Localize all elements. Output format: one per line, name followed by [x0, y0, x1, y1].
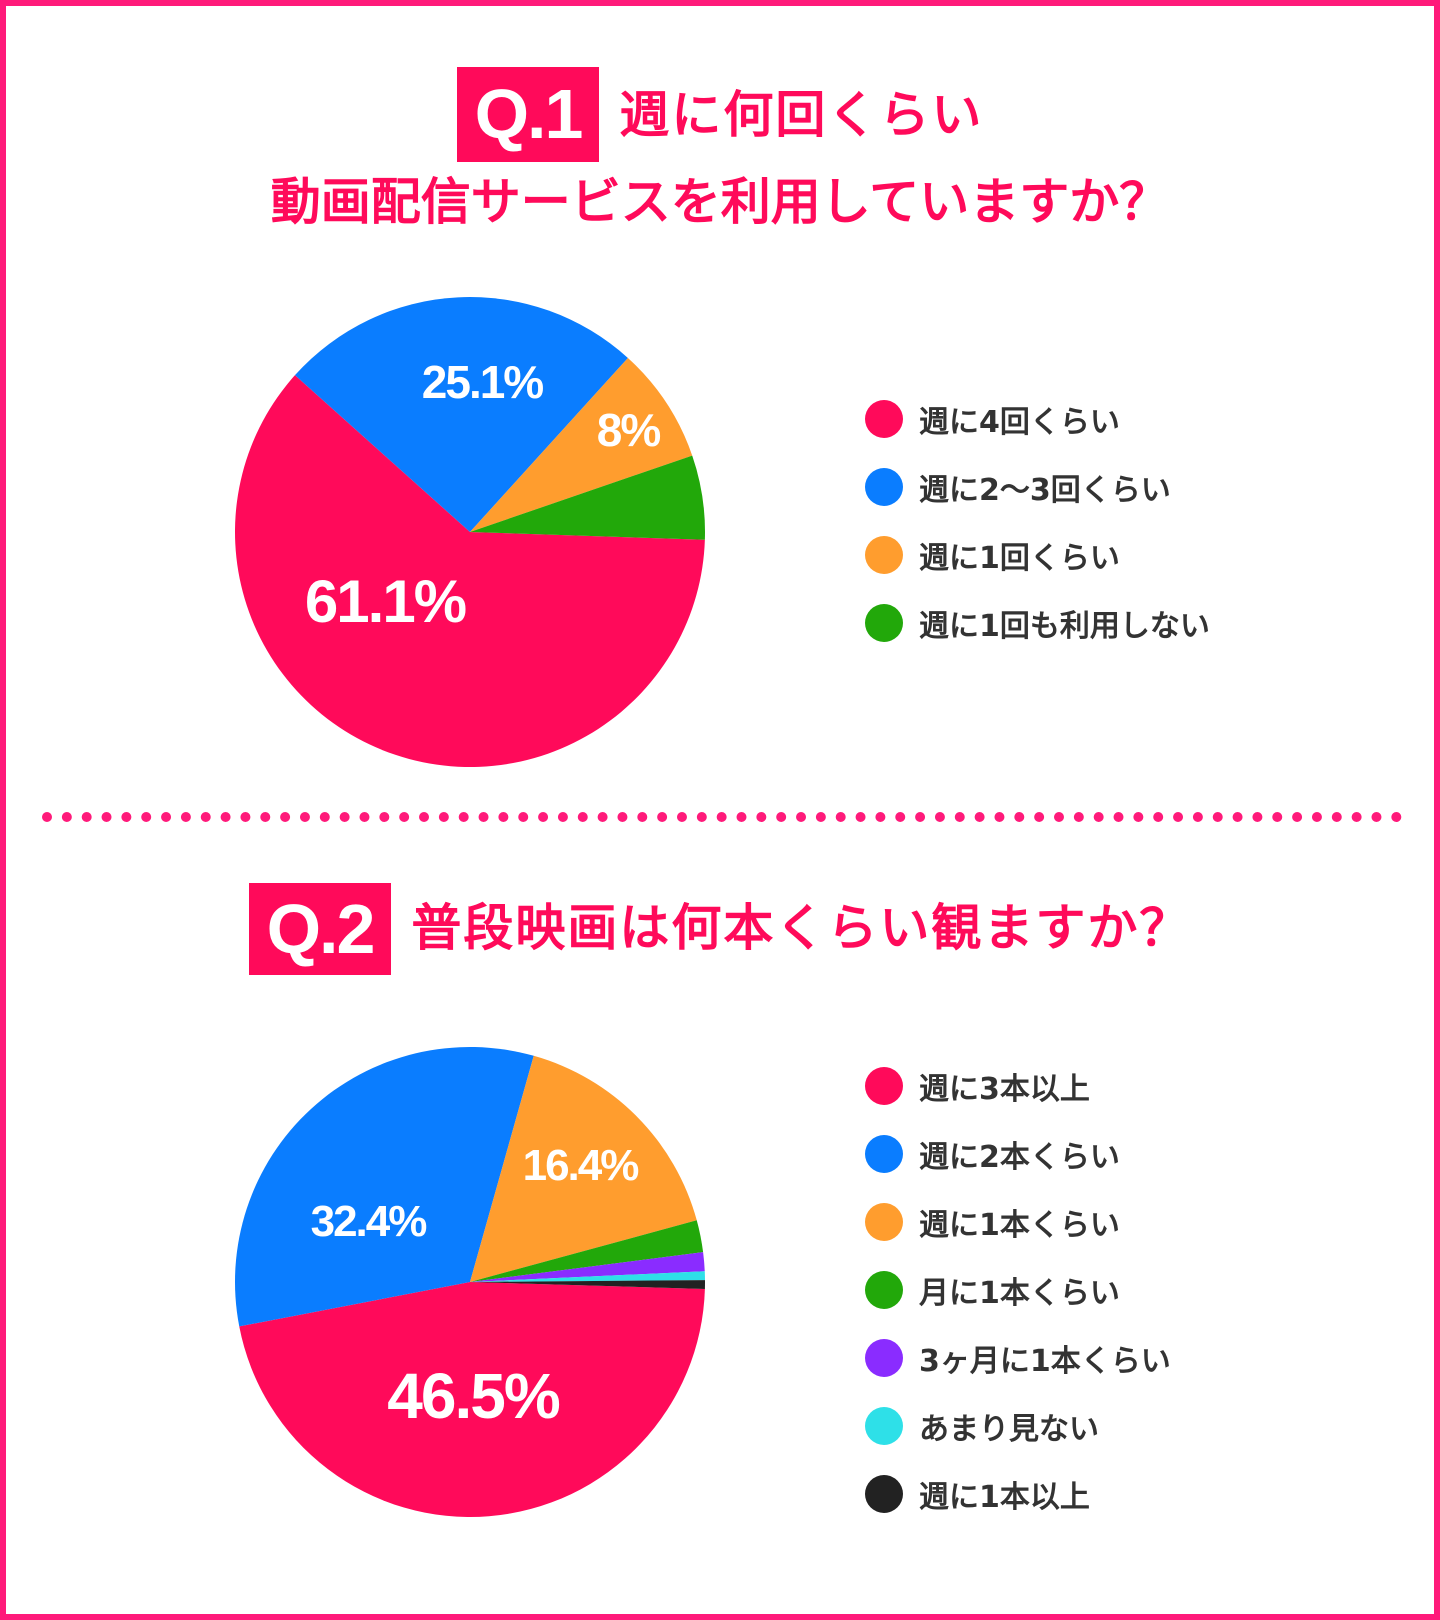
legend-item: あまり見ない	[865, 1392, 1171, 1460]
legend-label: 週に3本以上	[919, 1072, 1090, 1107]
pie-slice	[235, 1047, 534, 1327]
legend-swatch	[865, 468, 903, 506]
pie-slice	[470, 1055, 697, 1282]
slice-data-label: 25.1%	[422, 356, 544, 408]
legend-label: 週に2〜3回くらい	[919, 473, 1171, 508]
legend-item: 週に4回くらい	[865, 385, 1210, 453]
legend-swatch	[865, 604, 903, 642]
legend-item: 週に1回くらい	[865, 521, 1210, 589]
q2-badge: Q.2	[248, 882, 392, 975]
q1-pie-chart: 61.1% 25.1% 8%	[234, 297, 705, 768]
legend-label: 週に1本くらい	[919, 1208, 1120, 1243]
pie-slice	[470, 357, 693, 532]
legend-swatch	[865, 536, 903, 574]
legend-label: 3ヶ月に1本くらい	[919, 1344, 1171, 1379]
pie-slice	[239, 1282, 705, 1517]
slice-data-label: 16.4%	[523, 1141, 639, 1190]
pie-slice	[470, 1220, 704, 1282]
legend-label: 月に1本くらい	[919, 1276, 1120, 1311]
legend-item: 週に2〜3回くらい	[865, 453, 1210, 521]
q2-title: 普段映画は何本くらい観ますか？	[411, 899, 1192, 957]
legend-label: 週に2本くらい	[919, 1140, 1120, 1175]
legend-swatch	[865, 1339, 903, 1377]
legend-label: 週に1本以上	[919, 1480, 1090, 1515]
q2-header: Q.2 普段映画は何本くらい観ますか？	[0, 878, 1440, 976]
legend-label: 週に1回くらい	[919, 541, 1120, 576]
legend-item: 週に1本以上	[865, 1460, 1171, 1528]
pie-slice	[470, 455, 705, 540]
slice-data-label: 32.4%	[311, 1197, 427, 1246]
legend-swatch	[865, 1135, 903, 1173]
q1-title-line1: 週に何回くらい	[619, 85, 984, 144]
legend-item: 月に1本くらい	[865, 1256, 1171, 1324]
legend-swatch	[865, 400, 903, 438]
legend-label: 週に4回くらい	[919, 405, 1120, 440]
legend-item: 週に3本以上	[865, 1052, 1171, 1120]
legend-item: 週に2本くらい	[865, 1120, 1171, 1188]
pie-slice	[470, 1280, 705, 1289]
pie-slice	[294, 297, 628, 532]
legend-swatch	[865, 1271, 903, 1309]
legend-swatch	[865, 1407, 903, 1445]
q2-legend: 週に3本以上 週に2本くらい 週に1本くらい 月に1本くらい 3ヶ月に1本くらい あまり見…	[865, 1052, 1171, 1528]
pie-slice	[470, 1252, 705, 1282]
legend-item: 週に1本くらい	[865, 1188, 1171, 1256]
q1-title-line2: 動画配信サービスを利用していますか？	[270, 173, 1170, 231]
slice-data-label: 46.5%	[387, 1360, 560, 1432]
q1-badge: Q.1	[456, 67, 600, 162]
legend-swatch	[865, 1203, 903, 1241]
q1-legend: 週に4回くらい週に2〜3回くらい 週に1回くらい週に1回も利用しない	[865, 385, 1210, 657]
slice-data-label: 8%	[597, 404, 661, 456]
legend-swatch	[865, 1067, 903, 1105]
pie-slice	[234, 375, 705, 768]
legend-label: 週に1回も利用しない	[919, 609, 1210, 644]
legend-swatch	[865, 1475, 903, 1513]
pie-slice	[470, 1271, 705, 1282]
slice-data-label: 61.1%	[305, 568, 466, 635]
dotted-divider	[42, 812, 1402, 822]
legend-item: 3ヶ月に1本くらい	[865, 1324, 1171, 1392]
legend-label: あまり見ない	[919, 1412, 1099, 1447]
q1-header: Q.1 週に何回くらい	[0, 62, 1440, 164]
legend-item: 週に1回も利用しない	[865, 589, 1210, 657]
